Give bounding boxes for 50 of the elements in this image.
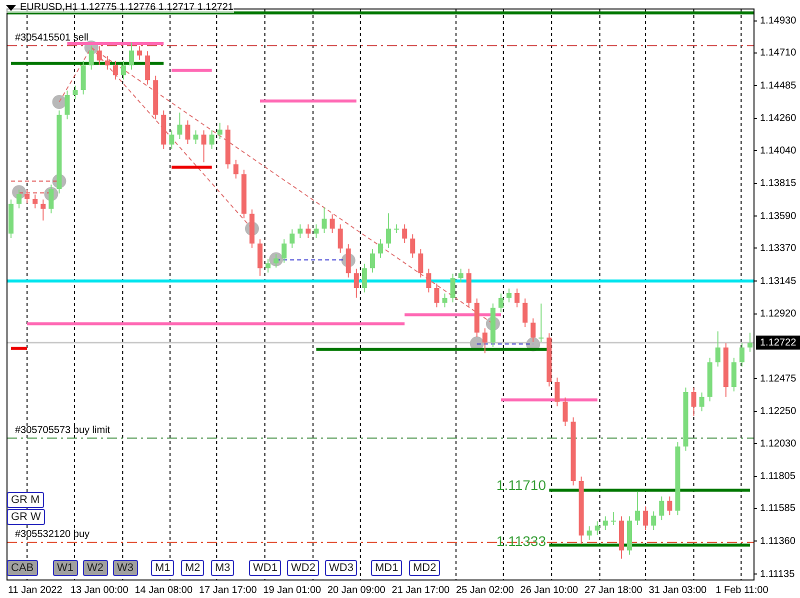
annotation: W2: [83, 560, 108, 576]
y-tick-label: 1.13590: [760, 210, 797, 222]
annotation: WD1: [249, 560, 282, 576]
y-tick-label: 1.14485: [760, 80, 797, 92]
x-tick-label: 17 Jan 17:00: [198, 584, 258, 596]
y-tick-label: 1.13815: [760, 178, 797, 190]
y-tick-label: 1.12030: [760, 438, 797, 450]
y-tick-label: 1.14930: [760, 16, 797, 27]
x-tick-label: 25 Jan 02:00: [456, 584, 514, 596]
annotation: 1.11710: [496, 477, 546, 493]
x-tick-label: 26 Jan 10:00: [520, 584, 579, 596]
x-tick-label: 13 Jan 00:00: [70, 584, 129, 596]
ref-line-label: #305415501 sell: [15, 32, 88, 44]
x-tick-label: 1 Feb 11:00: [716, 584, 769, 596]
y-tick-label: 1.14260: [760, 113, 797, 124]
x-tick-label: 11 Jan 2022: [8, 584, 63, 596]
annotation: M2: [181, 560, 204, 576]
y-tick-label: 1.11135: [760, 568, 796, 580]
annotation: CAB: [7, 560, 38, 576]
y-tick-label: 1.11585: [760, 503, 796, 514]
y-tick-label: 1.11360: [760, 536, 796, 547]
annotation: WD2: [287, 560, 320, 576]
chart-title: EURUSD,H1 1.12775 1.12776 1.12717 1.12721: [20, 2, 234, 13]
x-tick-label: 19 Jan 01:00: [263, 584, 322, 596]
x-tick-label: 14 Jan 08:00: [134, 584, 193, 596]
y-tick-label: 1.13145: [760, 276, 797, 287]
annotation: M1: [151, 560, 174, 576]
ref-line-label: #305532120 buy: [15, 529, 90, 540]
x-tick-label: 20 Jan 09:00: [327, 584, 386, 596]
x-tick-label: 21 Jan 17:00: [392, 584, 450, 596]
y-tick-label: 1.13370: [760, 242, 797, 254]
x-tick-label: 31 Jan 03:00: [648, 584, 708, 596]
ref-line-label: 1.12722: [760, 337, 797, 348]
y-tick-label: 1.12250: [760, 406, 797, 418]
annotation: WD3: [325, 560, 358, 576]
annotation: GR M: [7, 492, 44, 508]
y-tick-label: 1.11805: [760, 471, 796, 482]
ref-line-label: #305705573 buy limit: [15, 424, 110, 436]
y-tick-label: 1.14710: [760, 48, 797, 59]
annotation: MD1: [371, 560, 402, 576]
y-tick-label: 1.12920: [760, 308, 797, 320]
annotation: GR W: [7, 509, 45, 525]
annotation: 1.11333: [496, 533, 546, 549]
x-tick-label: 27 Jan 18:00: [584, 584, 643, 596]
annotation: W1: [53, 560, 78, 576]
y-tick-label: 1.14040: [760, 145, 797, 156]
annotation: W3: [113, 560, 138, 576]
y-tick-label: 1.12475: [760, 373, 797, 384]
annotation: MD2: [409, 560, 440, 576]
annotation: M3: [211, 560, 234, 576]
